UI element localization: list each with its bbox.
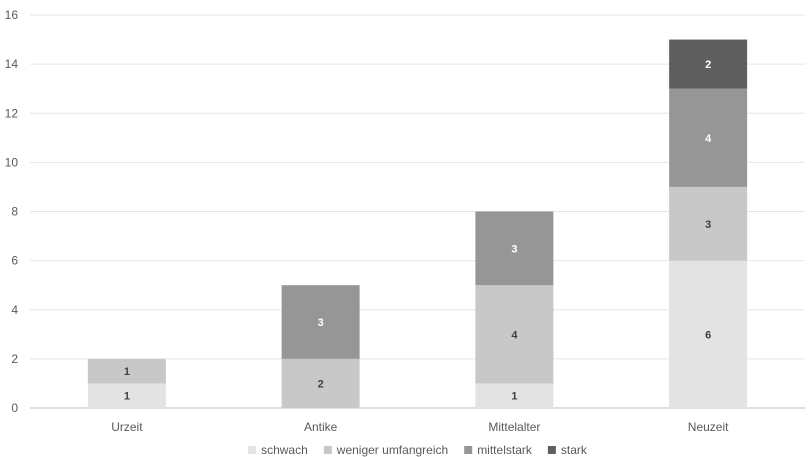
x-axis: Urzeit Antike Mittelalter Neuzeit <box>111 420 729 434</box>
data-label: 2 <box>318 378 324 390</box>
bar-segment-urzeit-weniger-umfangreich <box>87 358 166 384</box>
data-label: 4 <box>705 133 712 145</box>
y-axis: 0 2 4 6 8 10 12 14 16 <box>5 8 19 415</box>
bar-segment-mittelalter-weniger-umfangreich <box>475 285 554 384</box>
data-label: 2 <box>705 59 711 71</box>
legend-swatch <box>323 446 332 454</box>
bar-segment-neuzeit-stark <box>669 39 748 89</box>
legend-label: weniger umfangreich <box>336 443 448 457</box>
bar-segment-antike-weniger-umfangreich <box>281 358 360 408</box>
y-tick-label: 16 <box>5 8 19 22</box>
data-label: 4 <box>511 329 518 341</box>
legend-swatch <box>547 446 556 454</box>
y-tick-label: 8 <box>11 205 18 219</box>
legend: schwach weniger umfangreich mittelstark sta… <box>248 443 588 457</box>
legend-label: mittelstark <box>477 443 533 457</box>
data-label: 1 <box>124 366 130 378</box>
category-label: Antike <box>304 420 338 434</box>
y-tick-label: 0 <box>11 401 18 415</box>
bar-segment-neuzeit-mittelstark <box>669 88 748 187</box>
y-tick-label: 14 <box>5 57 19 71</box>
y-tick-label: 2 <box>11 352 18 366</box>
category-label: Neuzeit <box>688 420 729 434</box>
data-label: 1 <box>511 391 517 403</box>
data-label: 3 <box>511 243 517 255</box>
legend-label: schwach <box>261 443 308 457</box>
legend-swatch <box>464 446 473 454</box>
data-label: 3 <box>318 317 324 329</box>
data-label: 3 <box>705 219 711 231</box>
legend-swatch <box>248 446 257 454</box>
data-label: 1 <box>124 391 130 403</box>
category-label: Urzeit <box>111 420 143 434</box>
bar-segment-antike-mittelstark <box>281 285 360 359</box>
y-tick-label: 10 <box>5 155 19 169</box>
legend-label: stark <box>561 443 588 457</box>
bar-segment-neuzeit-weniger-umfangreich <box>669 186 748 261</box>
data-label: 6 <box>705 329 711 341</box>
y-tick-label: 4 <box>11 303 18 317</box>
bar-segment-mittelalter-mittelstark <box>475 211 554 286</box>
category-label: Mittelalter <box>488 420 540 434</box>
y-tick-label: 6 <box>11 254 18 268</box>
bar-segment-mittelalter-schwach <box>475 383 554 408</box>
bar-segment-neuzeit-schwach <box>669 260 748 408</box>
bar-segment-urzeit-schwach <box>87 383 166 408</box>
y-tick-label: 12 <box>5 106 19 120</box>
bars: 1 1 2 3 1 4 3 6 3 4 2 <box>87 39 748 408</box>
